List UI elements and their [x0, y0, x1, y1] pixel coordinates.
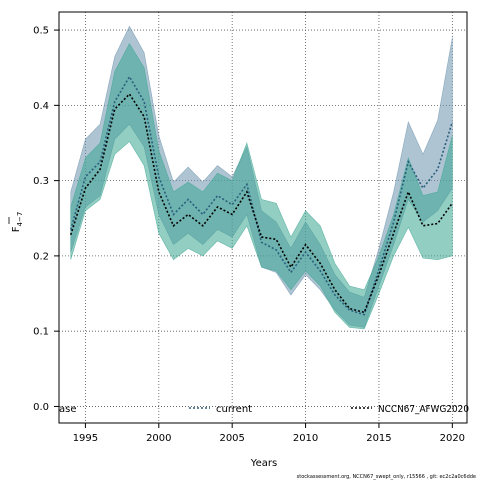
nccn67-afwg2020-series-line — [69, 92, 453, 314]
y-tick-label: 0.4 — [33, 101, 49, 112]
axis-ticks: 1995 2000 2005 2010 2015 2020 0.0 0.1 0.2 0.3 0.4 0… — [33, 26, 465, 444]
y-tick-label: 0.1 — [33, 327, 49, 338]
x-tick-label: 2010 — [293, 433, 318, 444]
legend: ase current NCCN67_AFWG2020 — [59, 404, 469, 415]
svg-text:F4−7: F4−7 — [11, 212, 24, 233]
legend-base-label: ase — [59, 404, 77, 415]
series-lines — [69, 75, 454, 316]
x-axis-title: Years — [250, 458, 277, 469]
y-axis-title: F4−7 — [11, 212, 24, 233]
y-axis-title-main: F — [11, 226, 22, 232]
y-axis-title-sub: 4−7 — [16, 212, 24, 227]
footer-credit: stockassessment.org, NCCN67_swept_only, … — [297, 474, 476, 480]
x-tick-label: 2020 — [440, 433, 465, 444]
y-tick-label: 0.0 — [33, 402, 49, 413]
y-tick-label: 0.5 — [33, 26, 49, 37]
x-tick-label: 2000 — [146, 433, 171, 444]
confidence-bands — [70, 25, 453, 330]
x-tick-label: 2005 — [219, 433, 244, 444]
nccn67-afwg2020-confidence-band — [70, 43, 453, 330]
x-tick-label: 1995 — [73, 433, 98, 444]
current-series-line — [69, 75, 454, 316]
y-tick-label: 0.2 — [33, 251, 49, 262]
legend-current-label: current — [216, 404, 252, 415]
y-tick-label: 0.3 — [33, 176, 49, 187]
plot-frame — [58, 11, 468, 424]
legend-nccn-label: NCCN67_AFWG2020 — [378, 404, 469, 415]
x-tick-label: 2015 — [366, 433, 391, 444]
